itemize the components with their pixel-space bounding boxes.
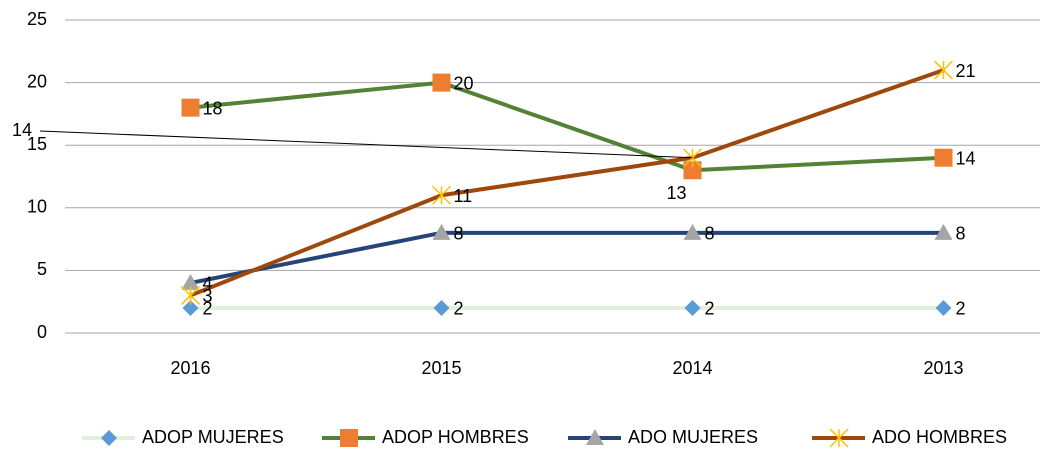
data-label: 2 <box>454 299 464 319</box>
y-tick-label: 5 <box>37 259 47 279</box>
marker <box>586 429 604 445</box>
x-tick-label: 2014 <box>672 358 712 378</box>
data-label: 2 <box>203 299 213 319</box>
y-tick-label: 15 <box>27 134 47 154</box>
legend-label: ADOP HOMBRES <box>382 427 529 447</box>
marker <box>181 273 200 290</box>
x-tick-label: 2015 <box>421 358 461 378</box>
x-tick-label: 2016 <box>170 358 210 378</box>
legend-label: ADO MUJERES <box>628 427 758 447</box>
marker <box>180 285 201 305</box>
y-tick-label: 0 <box>37 322 47 342</box>
y-tick-label: 25 <box>27 9 47 29</box>
x-tick-label: 2013 <box>923 358 963 378</box>
data-label: 4 <box>203 274 213 294</box>
data-label: 8 <box>705 224 715 244</box>
data-label: 21 <box>956 61 976 81</box>
data-label: 8 <box>454 224 464 244</box>
y-tick-label: 20 <box>27 71 47 91</box>
marker <box>684 299 701 316</box>
marker <box>431 185 452 205</box>
marker <box>181 98 200 117</box>
legend-label: ADOP MUJERES <box>142 427 284 447</box>
data-label: 20 <box>454 73 474 93</box>
data-label: 13 <box>666 183 686 203</box>
marker <box>683 161 702 180</box>
legend-label: ADO HOMBRES <box>872 427 1007 447</box>
data-label: 18 <box>203 98 223 118</box>
data-label: 14 <box>12 120 32 140</box>
marker <box>933 60 954 80</box>
marker <box>432 73 451 92</box>
series-line <box>190 80 944 173</box>
data-label: 3 <box>203 286 213 306</box>
marker <box>433 299 450 316</box>
marker <box>934 148 953 167</box>
series-line <box>189 68 945 298</box>
marker <box>182 299 199 316</box>
leader-line <box>39 130 693 159</box>
marker <box>935 299 952 316</box>
marker <box>934 223 953 240</box>
marker <box>829 428 849 448</box>
data-label: 2 <box>705 299 715 319</box>
data-label: 2 <box>956 299 966 319</box>
marker <box>432 223 451 240</box>
marker <box>683 223 702 240</box>
marker <box>101 430 117 446</box>
y-tick-label: 10 <box>27 197 47 217</box>
data-label: 14 <box>956 148 976 168</box>
series-line <box>190 230 944 285</box>
data-label: 11 <box>454 186 473 206</box>
data-label: 8 <box>956 224 966 244</box>
marker <box>340 429 358 447</box>
